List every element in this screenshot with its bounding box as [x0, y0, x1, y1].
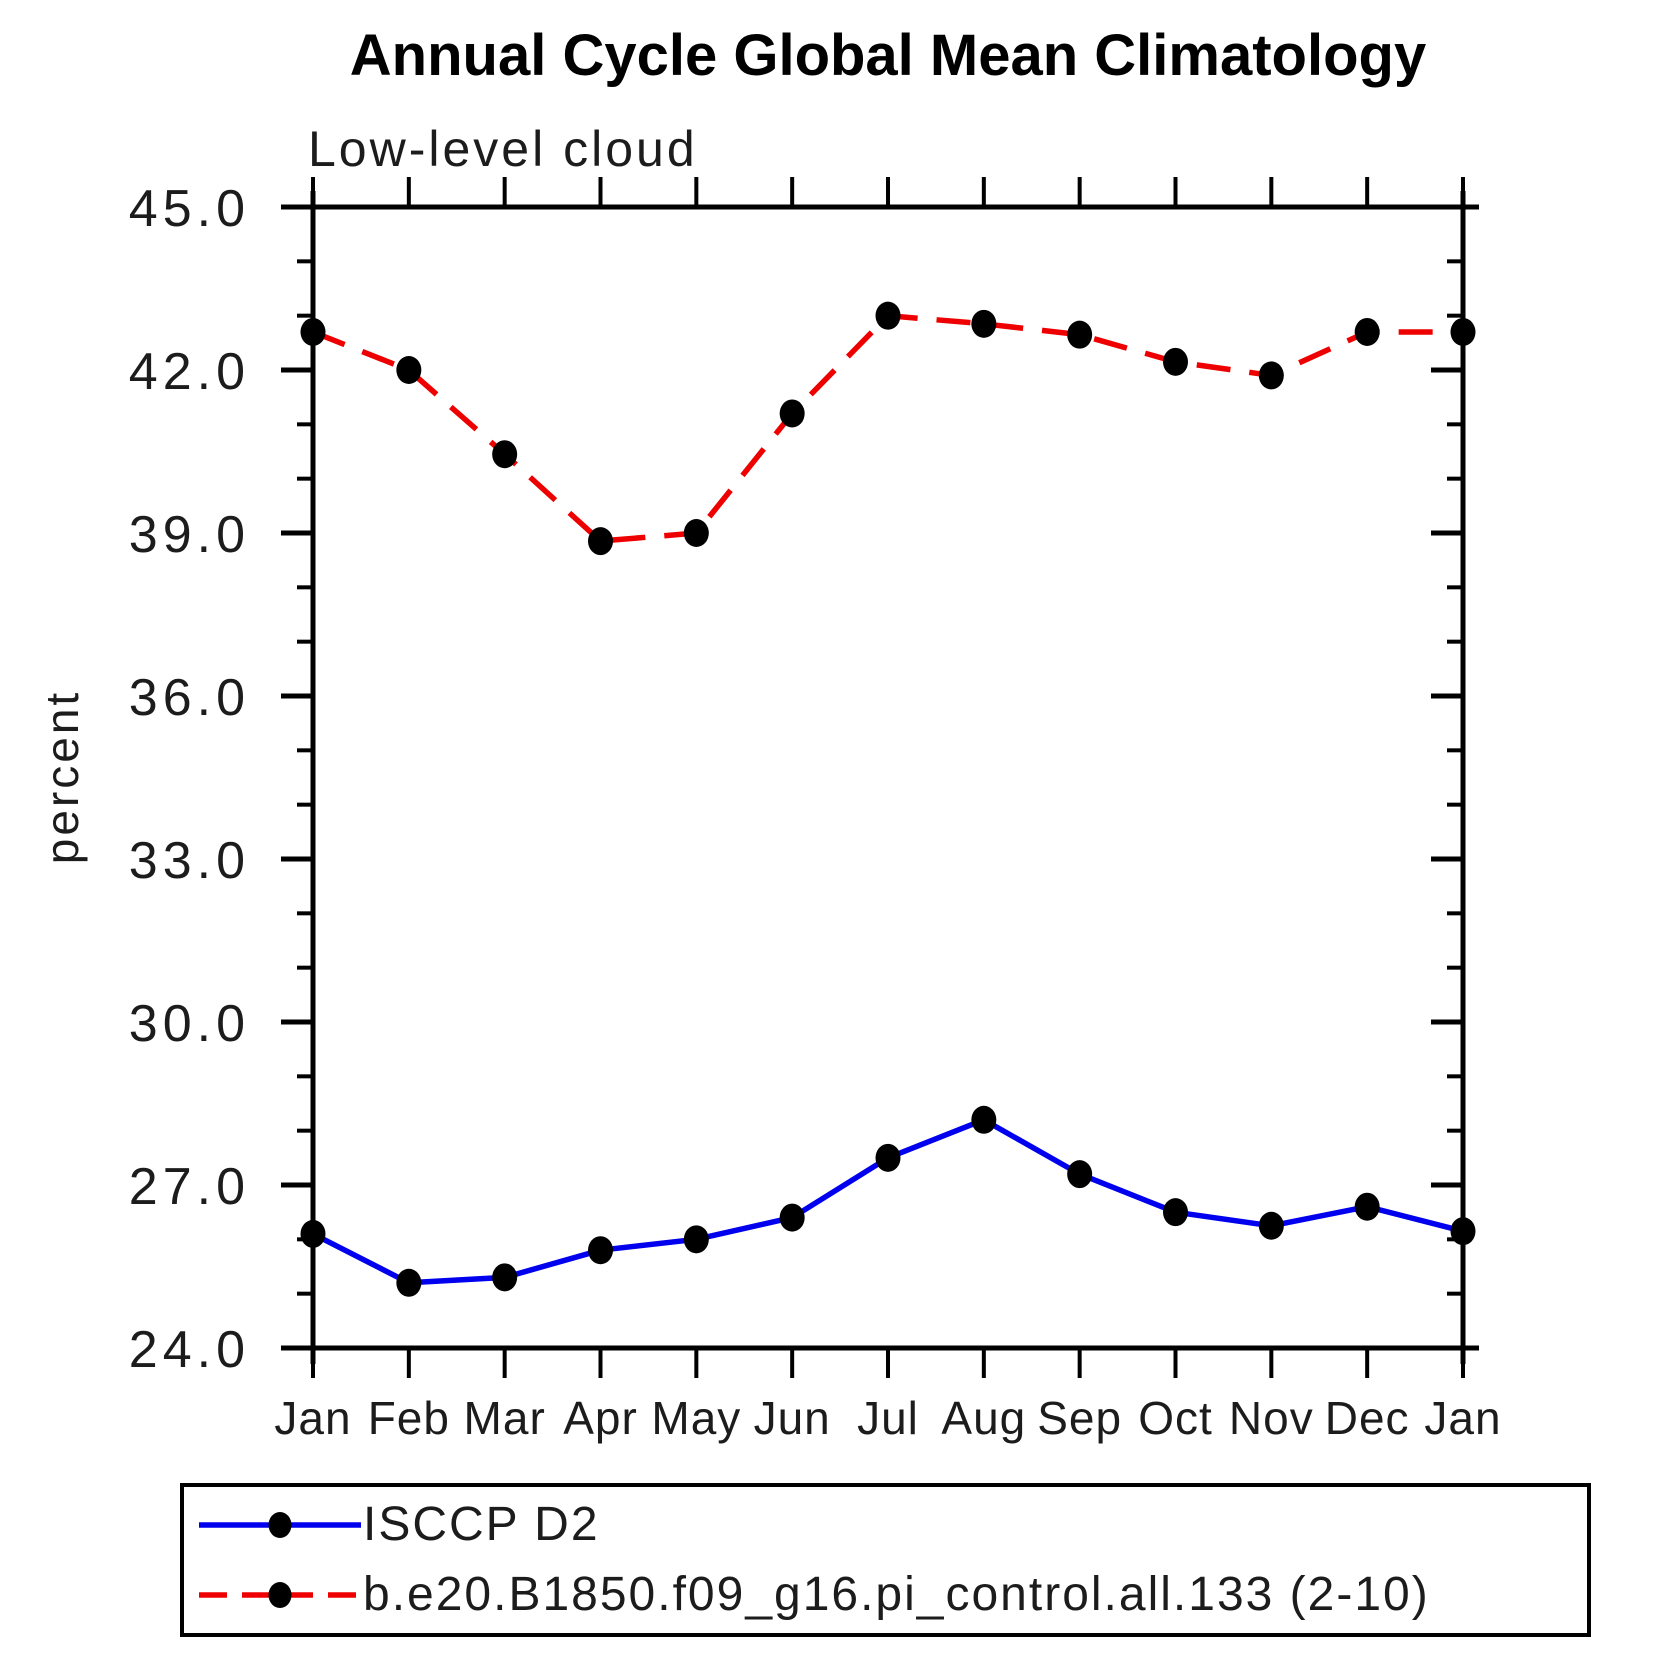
data-point-series-0 — [1354, 1192, 1380, 1221]
data-point-series-0 — [1067, 1160, 1093, 1189]
data-point-series-1 — [1163, 347, 1188, 376]
legend-label: ISCCP D2 — [363, 1498, 600, 1551]
x-tick-label: Apr — [563, 1392, 638, 1444]
data-point-series-1 — [971, 309, 997, 338]
data-point-series-0 — [683, 1225, 709, 1254]
data-point-series-1 — [588, 527, 613, 556]
x-tick-label: Jan — [1424, 1392, 1501, 1444]
data-point-series-1 — [1067, 320, 1093, 349]
x-tick-label: Oct — [1138, 1392, 1213, 1444]
data-point-series-0 — [779, 1203, 805, 1232]
series-line-1 — [311, 312, 1463, 544]
legend-box: ISCCP D2 b.e20.B1850.f09_g16.pi_control.… — [180, 1483, 1591, 1637]
data-point-series-1 — [1450, 317, 1476, 346]
data-point-series-0 — [396, 1268, 422, 1297]
plot-subtitle: Low-level cloud — [308, 121, 698, 177]
x-tick-label: Dec — [1325, 1392, 1410, 1444]
data-point-series-0 — [1450, 1217, 1476, 1246]
y-tick-label: 33.0 — [129, 832, 250, 890]
data-point-series-0 — [588, 1236, 613, 1265]
y-tick-label: 24.0 — [129, 1321, 250, 1379]
x-tick-label: Jan — [274, 1392, 351, 1444]
data-point-series-1 — [1258, 361, 1284, 390]
legend-label: b.e20.B1850.f09_g16.pi_control.all.133 (… — [363, 1568, 1430, 1621]
y-tick-label: 30.0 — [129, 995, 250, 1053]
legend-item-model: b.e20.B1850.f09_g16.pi_control.all.133 (… — [184, 1563, 1587, 1627]
data-point-series-1 — [1354, 317, 1380, 346]
page-title: Annual Cycle Global Mean Climatology — [349, 23, 1427, 88]
legend-item-isccp: ISCCP D2 — [184, 1493, 1587, 1557]
data-point-series-0 — [971, 1105, 997, 1134]
x-tick-label: Mar — [464, 1392, 546, 1444]
x-tick-label: Nov — [1229, 1392, 1314, 1444]
y-tick-label: 42.0 — [129, 343, 250, 401]
x-tick-label: May — [651, 1392, 741, 1444]
data-point-series-0 — [492, 1263, 518, 1292]
data-point-series-1 — [779, 399, 805, 428]
data-point-series-0 — [1163, 1198, 1188, 1227]
x-tick-label: Aug — [941, 1392, 1026, 1444]
legend-sample-marker — [268, 1582, 292, 1608]
legend-line-sample-dashed — [199, 1582, 361, 1608]
y-tick-label: 39.0 — [129, 506, 250, 564]
data-point-series-0 — [300, 1219, 326, 1248]
data-point-series-0 — [875, 1143, 901, 1172]
data-point-series-0 — [1258, 1211, 1284, 1240]
y-tick-label: 45.0 — [129, 180, 250, 238]
x-tick-label: Jun — [754, 1392, 831, 1444]
data-point-series-1 — [683, 519, 709, 547]
y-tick-label: 27.0 — [129, 1158, 250, 1216]
y-axis-label: percent — [36, 689, 88, 865]
data-point-series-1 — [875, 301, 901, 330]
data-point-series-1 — [396, 356, 422, 384]
data-point-series-1 — [300, 317, 326, 346]
x-tick-label: Jul — [857, 1392, 919, 1444]
legend-sample-marker — [268, 1512, 292, 1538]
x-tick-label: Sep — [1037, 1392, 1122, 1444]
x-tick-label: Feb — [368, 1392, 450, 1444]
legend-line-sample-solid — [199, 1512, 361, 1538]
data-point-series-1 — [492, 440, 518, 469]
y-tick-label: 36.0 — [129, 669, 250, 727]
